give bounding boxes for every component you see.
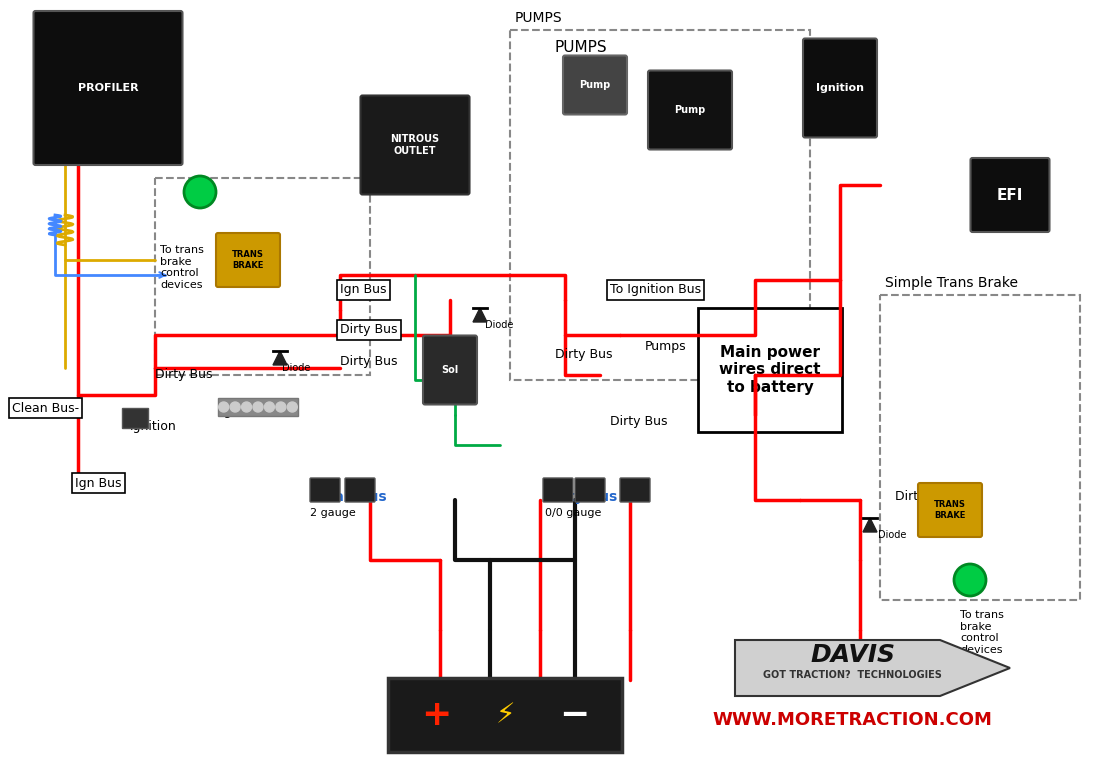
Text: Dirty Bus: Dirty Bus	[341, 355, 397, 368]
FancyBboxPatch shape	[218, 398, 298, 416]
Text: Ignition: Ignition	[816, 83, 864, 93]
FancyBboxPatch shape	[698, 308, 842, 432]
Text: Pump: Pump	[579, 80, 611, 90]
FancyBboxPatch shape	[918, 483, 982, 537]
Polygon shape	[273, 351, 287, 365]
Circle shape	[184, 176, 216, 208]
Text: PUMPS: PUMPS	[555, 40, 608, 55]
FancyBboxPatch shape	[122, 408, 148, 428]
Text: Dirty Bus: Dirty Bus	[545, 490, 618, 504]
Text: PROFILER: PROFILER	[78, 83, 138, 93]
FancyBboxPatch shape	[216, 233, 280, 287]
Circle shape	[219, 402, 229, 412]
Text: Clean bus: Clean bus	[310, 490, 387, 504]
Text: Dirty Bus: Dirty Bus	[341, 324, 397, 337]
FancyBboxPatch shape	[345, 478, 374, 502]
Circle shape	[954, 564, 986, 596]
Text: Dirty Bus: Dirty Bus	[155, 368, 212, 381]
Text: Simple Trans Brake: Simple Trans Brake	[885, 276, 1018, 290]
FancyBboxPatch shape	[648, 71, 731, 150]
Text: Diode: Diode	[485, 320, 514, 330]
Text: Diode: Diode	[283, 363, 310, 373]
Circle shape	[287, 402, 297, 412]
Text: Main power
wires direct
to battery: Main power wires direct to battery	[719, 345, 821, 395]
Text: Pump: Pump	[675, 105, 705, 115]
FancyBboxPatch shape	[563, 55, 627, 114]
Text: Dirty Bus: Dirty Bus	[555, 348, 612, 361]
FancyBboxPatch shape	[803, 38, 877, 137]
Text: Ign Bus: Ign Bus	[74, 476, 122, 489]
Polygon shape	[863, 518, 877, 532]
FancyBboxPatch shape	[543, 478, 573, 502]
Text: Dirty Bus: Dirty Bus	[895, 490, 953, 503]
Polygon shape	[735, 640, 1010, 696]
Text: Dirty Bus: Dirty Bus	[610, 415, 668, 428]
FancyBboxPatch shape	[310, 478, 341, 502]
Text: EFI: EFI	[996, 187, 1023, 202]
Text: Diode: Diode	[878, 530, 907, 540]
Circle shape	[276, 402, 286, 412]
Text: PUMPS: PUMPS	[515, 11, 563, 25]
Text: To trans
brake
control
devices: To trans brake control devices	[160, 245, 204, 290]
Text: ⚡: ⚡	[495, 701, 515, 729]
FancyBboxPatch shape	[388, 678, 622, 752]
FancyBboxPatch shape	[575, 478, 606, 502]
Text: DAVIS: DAVIS	[810, 643, 895, 667]
Polygon shape	[473, 308, 487, 322]
Text: TRANS
BRAKE: TRANS BRAKE	[232, 250, 264, 270]
FancyBboxPatch shape	[360, 96, 470, 195]
FancyBboxPatch shape	[620, 478, 650, 502]
FancyBboxPatch shape	[423, 335, 477, 404]
Text: Ignition bus: Ignition bus	[220, 405, 293, 418]
Text: To trans
brake
control
devices: To trans brake control devices	[960, 610, 1004, 655]
Text: Clean Bus-: Clean Bus-	[12, 401, 79, 414]
Circle shape	[253, 402, 263, 412]
FancyBboxPatch shape	[34, 11, 183, 165]
Text: Sol: Sol	[441, 365, 459, 375]
Text: WWW.MORETRACTION.COM: WWW.MORETRACTION.COM	[713, 711, 992, 729]
Circle shape	[264, 402, 275, 412]
FancyBboxPatch shape	[970, 158, 1049, 232]
Text: TRANS
BRAKE: TRANS BRAKE	[934, 500, 966, 520]
Text: NITROUS
OUTLET: NITROUS OUTLET	[391, 134, 439, 156]
Text: 2 gauge: 2 gauge	[310, 508, 356, 518]
Text: −: −	[558, 698, 589, 732]
Text: Ign Bus: Ign Bus	[341, 284, 387, 297]
Text: 0/0 gauge: 0/0 gauge	[545, 508, 601, 518]
Text: To Ignition Bus: To Ignition Bus	[610, 284, 701, 297]
Circle shape	[242, 402, 252, 412]
Text: ignition: ignition	[130, 420, 176, 433]
Text: +: +	[420, 698, 451, 732]
Circle shape	[230, 402, 240, 412]
Text: Pumps: Pumps	[645, 340, 687, 353]
Text: GOT TRACTION?  TECHNOLOGIES: GOT TRACTION? TECHNOLOGIES	[763, 670, 942, 680]
